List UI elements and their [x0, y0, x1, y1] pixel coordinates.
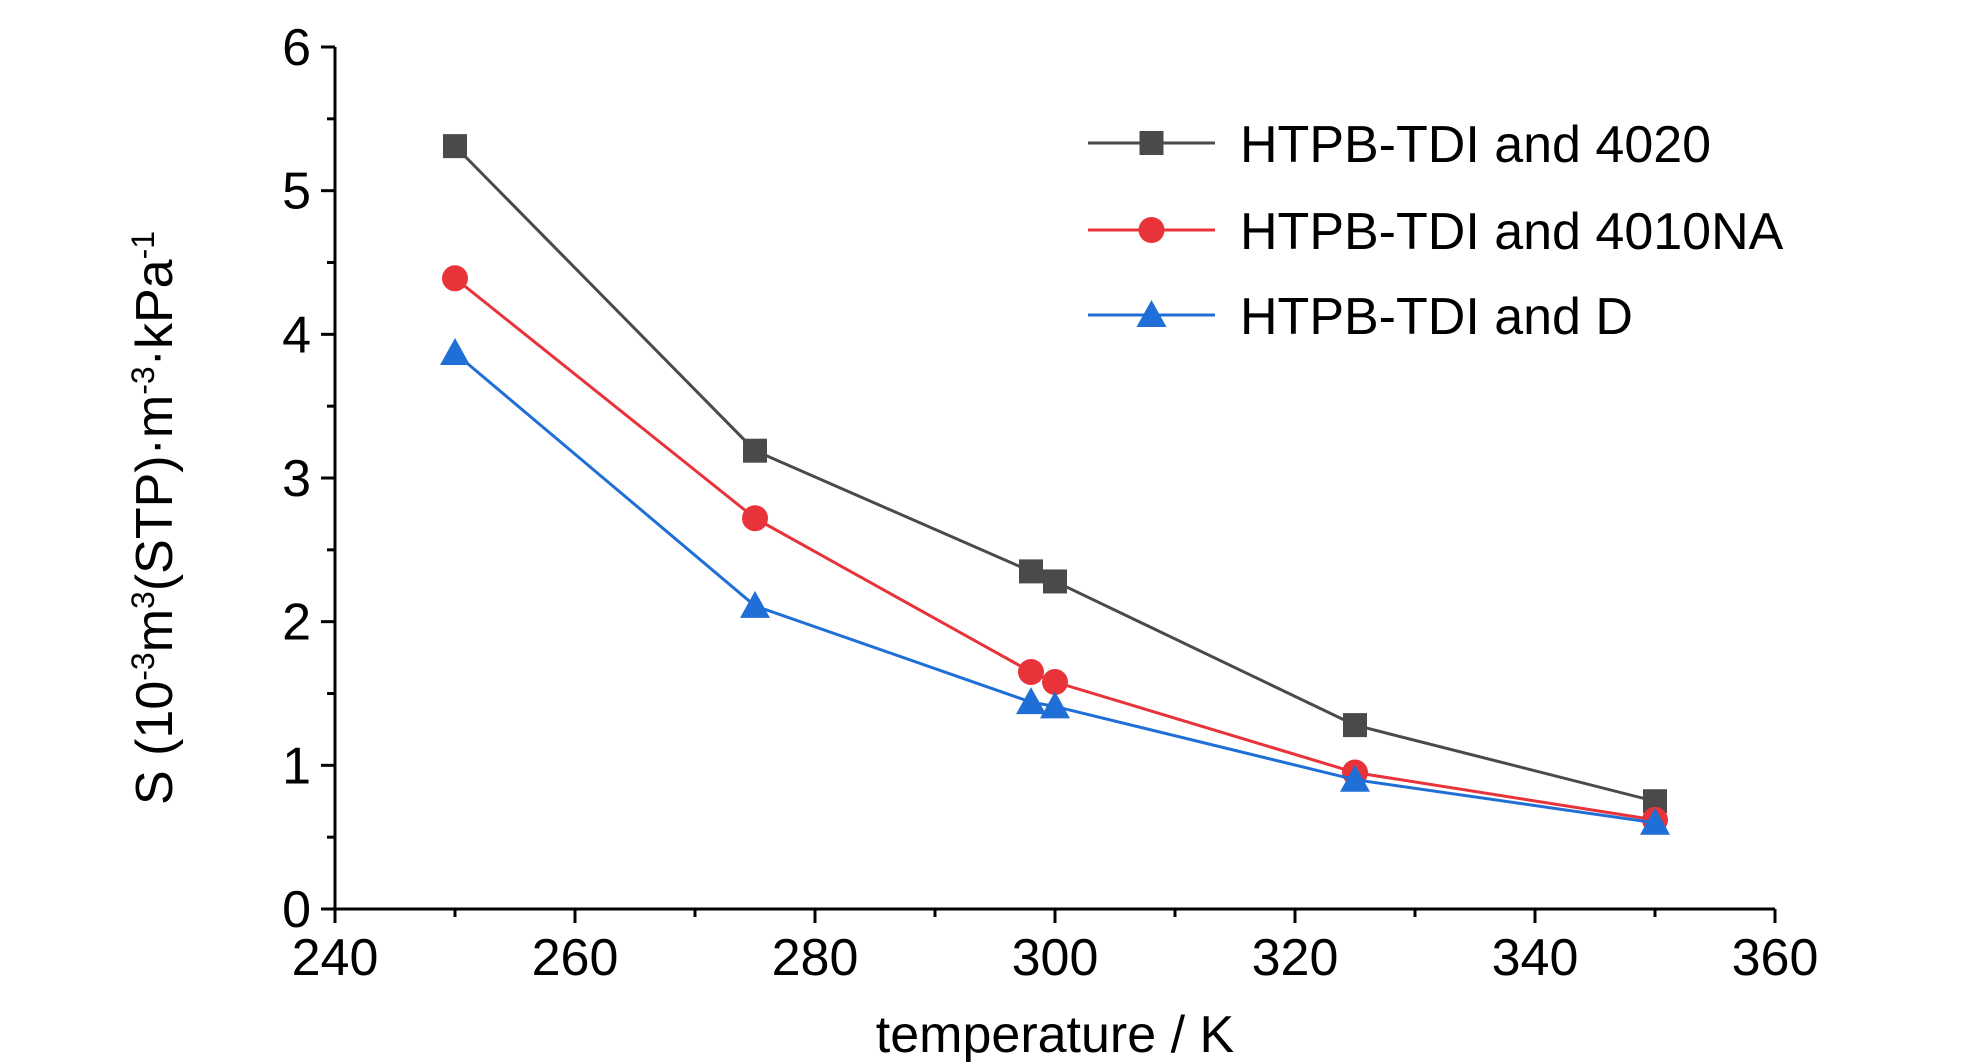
x-tick-label: 320: [1252, 929, 1339, 987]
y-tick-label: 4: [282, 306, 311, 364]
y-axis-title-part: m: [126, 609, 184, 652]
data-point: [743, 438, 767, 463]
x-tick-label: 280: [772, 929, 859, 987]
data-point: [1343, 713, 1367, 738]
data-point: [1340, 764, 1370, 792]
x-axis-title: temperature / K: [876, 1006, 1235, 1062]
y-tick-label: 1: [282, 737, 311, 795]
legend-item: HTPB-TDI and 4010NA: [1088, 203, 1784, 261]
y-tick-label: 6: [282, 19, 311, 77]
y-tick-label: 2: [282, 594, 311, 652]
data-point: [443, 134, 467, 159]
legend-marker: [1139, 131, 1164, 155]
data-point: [1018, 658, 1044, 685]
y-axis-title-sup: -1: [125, 231, 161, 259]
data-point: [1640, 807, 1670, 835]
y-tick-label: 5: [282, 163, 311, 221]
x-tick-label: 300: [1012, 929, 1099, 987]
legend: HTPB-TDI and 4020 HTPB-TDI and 4010NA HTPB…: [1088, 116, 1784, 346]
series-line: [454, 277, 1656, 822]
data-point: [1042, 669, 1068, 696]
data-point: [1040, 691, 1070, 719]
x-tick-label: 340: [1492, 929, 1579, 987]
y-axis-title: S (10-3m3(STP)·m-3·kPa-1: [125, 231, 184, 805]
legend-marker: [1136, 300, 1167, 327]
y-axis-title-part: S (10: [126, 681, 184, 805]
data-point: [1019, 559, 1043, 584]
data-point: [442, 265, 468, 292]
series-1: [443, 134, 1667, 814]
legend-marker: [1138, 217, 1165, 243]
legend-label: HTPB-TDI and 4020: [1240, 116, 1711, 174]
series-2: [442, 265, 1668, 833]
data-point: [1043, 569, 1067, 594]
legend-item: HTPB-TDI and D: [1088, 288, 1633, 346]
data-point: [742, 505, 768, 532]
legend-label: HTPB-TDI and D: [1240, 288, 1633, 346]
legend-item: HTPB-TDI and 4020: [1088, 116, 1711, 174]
y-axis-title-part: (STP)·m: [126, 395, 184, 591]
x-tick-label: 360: [1732, 929, 1819, 987]
y-axis-title-sup: -3: [125, 366, 161, 394]
data-point: [740, 590, 770, 618]
series-3: [440, 338, 1670, 835]
x-tick-label: 240: [292, 929, 379, 987]
data-point: [1016, 687, 1046, 715]
x-tick-label: 260: [532, 929, 619, 987]
y-axis-title-sup: -3: [125, 652, 161, 680]
series-layer: [440, 134, 1670, 835]
y-tick-label: 3: [282, 450, 311, 508]
axes: 240 260 280 300 320 340 360 0 1 2 3 4 5 6: [282, 19, 1818, 987]
data-point: [440, 338, 470, 366]
y-axis-title-part: ·kPa: [126, 259, 184, 366]
y-axis-title-sup: 3: [125, 591, 161, 609]
series-line: [454, 351, 1656, 825]
y-tick-label: 0: [282, 881, 311, 939]
legend-label: HTPB-TDI and 4010NA: [1240, 203, 1784, 261]
